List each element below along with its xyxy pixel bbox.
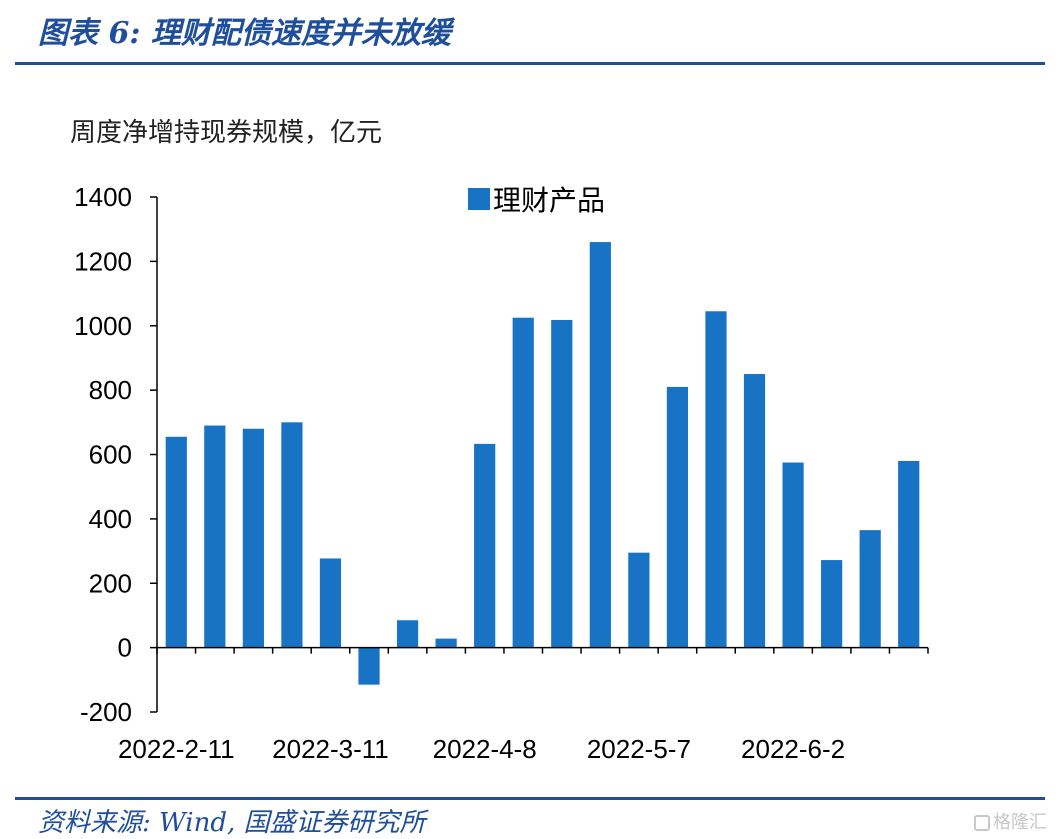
bar <box>358 647 380 685</box>
watermark-logo-icon <box>974 815 990 831</box>
bar <box>898 460 920 648</box>
bar <box>474 443 496 648</box>
figure-title: 图表 6: 理财配债速度并未放缓 <box>38 16 451 51</box>
y-tick-label: 1200 <box>74 246 132 276</box>
x-tick-label: 2022-2-11 <box>118 734 235 764</box>
y-tick-label: 200 <box>89 568 132 598</box>
legend-swatch <box>468 188 490 210</box>
y-tick-label: 800 <box>89 375 132 405</box>
bar <box>705 311 727 648</box>
y-tick-label: 1400 <box>74 182 132 212</box>
bar <box>281 422 303 648</box>
bar <box>319 558 342 648</box>
bar <box>512 317 534 648</box>
title-divider <box>15 62 1045 65</box>
y-tick-label: 0 <box>118 633 132 663</box>
bar <box>242 428 264 648</box>
bar <box>435 638 457 648</box>
y-tick-label: 1000 <box>74 311 132 341</box>
source-divider <box>15 797 1045 800</box>
bar <box>165 436 187 648</box>
x-tick-label: 2022-5-7 <box>587 734 691 764</box>
x-tick-label: 2022-4-8 <box>433 734 537 764</box>
bar <box>666 386 689 648</box>
x-tick-label: 2022-6-2 <box>741 734 845 764</box>
bar <box>551 319 573 648</box>
y-tick-label: 400 <box>89 504 132 534</box>
chart-subtitle: 周度净增持现券规模，亿元 <box>70 118 383 148</box>
legend-label: 理财产品 <box>493 184 605 217</box>
bar <box>743 374 766 648</box>
source-note: 资料来源: Wind, 国盛证券研究所 <box>38 808 426 838</box>
bar <box>628 552 650 648</box>
bar <box>859 530 881 648</box>
watermark: 格隆汇 <box>974 808 1047 834</box>
bar <box>396 620 419 648</box>
bar <box>782 462 804 648</box>
bar <box>589 242 611 648</box>
y-tick-label: 600 <box>89 440 132 470</box>
bar <box>821 560 843 648</box>
y-tick-label: -200 <box>80 697 132 727</box>
watermark-text: 格隆汇 <box>993 812 1047 833</box>
x-tick-label: 2022-3-11 <box>272 734 389 764</box>
bar <box>204 425 226 648</box>
